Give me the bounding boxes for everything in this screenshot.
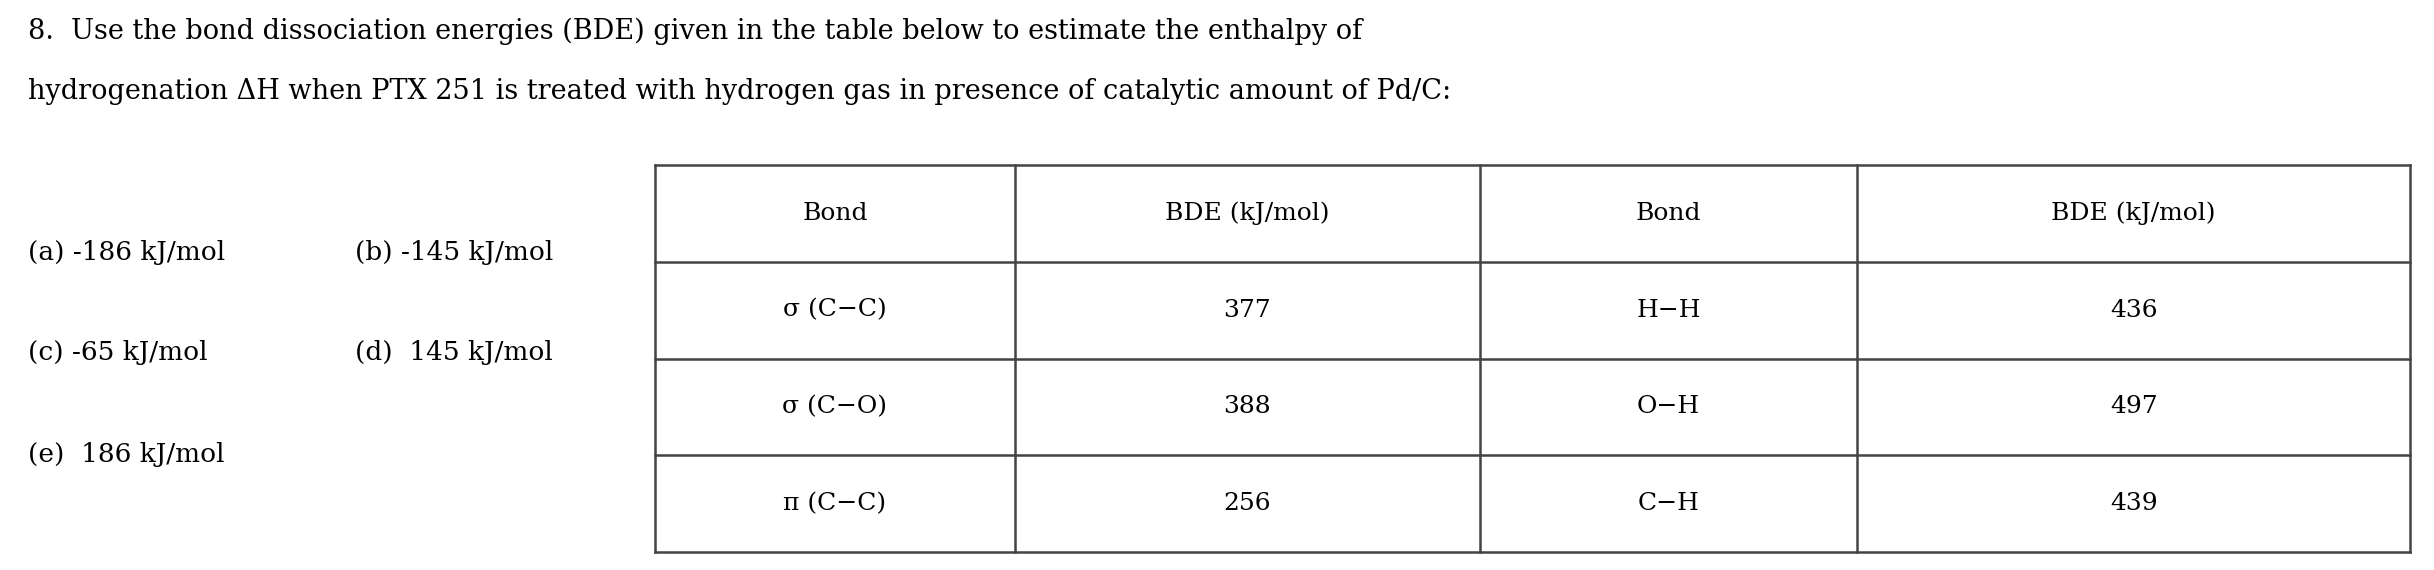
Text: 388: 388 [1224,396,1271,418]
Text: 497: 497 [2110,396,2157,418]
Text: (a) -186 kJ/mol: (a) -186 kJ/mol [29,240,224,265]
Text: (d)  145 kJ/mol: (d) 145 kJ/mol [355,340,553,365]
Text: hydrogenation ΔH when PTX 251 is treated with hydrogen gas in presence of cataly: hydrogenation ΔH when PTX 251 is treated… [29,78,1451,105]
Text: σ (C−O): σ (C−O) [781,396,888,418]
Text: 256: 256 [1224,492,1271,515]
Text: σ (C−C): σ (C−C) [784,299,886,321]
Text: BDE (kJ/mol): BDE (kJ/mol) [1166,202,1329,225]
Text: BDE (kJ/mol): BDE (kJ/mol) [2052,202,2215,225]
Text: O−H: O−H [1638,396,1699,418]
Text: H−H: H−H [1636,299,1701,321]
Text: 8.  Use the bond dissociation energies (BDE) given in the table below to estimat: 8. Use the bond dissociation energies (B… [29,18,1363,46]
Text: C−H: C−H [1638,492,1699,515]
Text: (e)  186 kJ/mol: (e) 186 kJ/mol [29,442,224,467]
Text: 377: 377 [1224,299,1271,321]
Text: Bond: Bond [803,202,867,225]
Text: π (C−C): π (C−C) [784,492,886,515]
Text: Bond: Bond [1636,202,1701,225]
Text: 436: 436 [2110,299,2157,321]
Text: 439: 439 [2110,492,2157,515]
Text: (b) -145 kJ/mol: (b) -145 kJ/mol [355,240,553,265]
Text: (c) -65 kJ/mol: (c) -65 kJ/mol [29,340,207,365]
